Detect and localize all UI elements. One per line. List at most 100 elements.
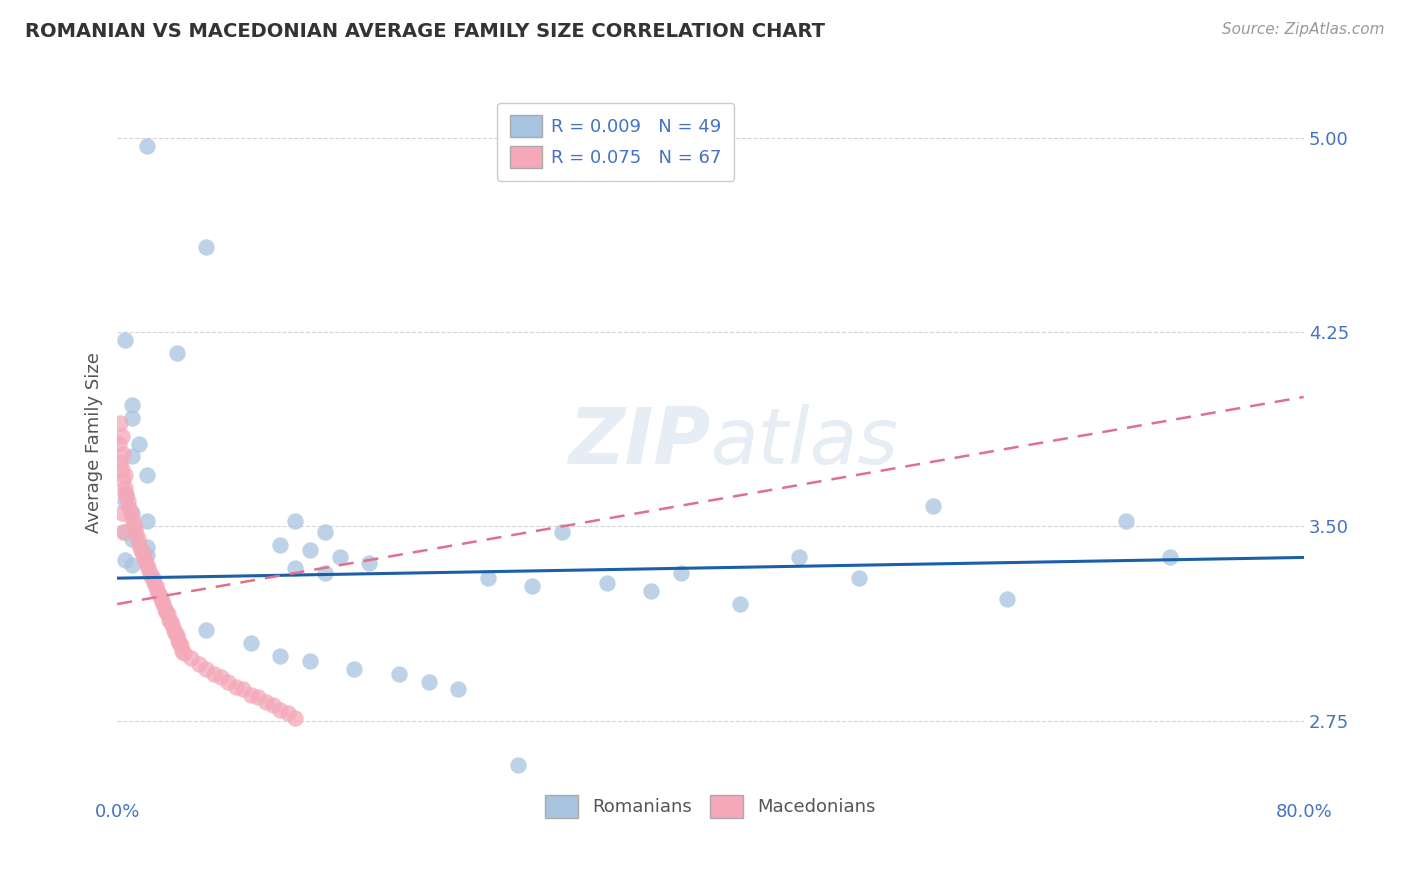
Point (314, 524, 336, 539)
Point (107, 436, 129, 450)
Point (173, 646, 195, 660)
Point (114, 467, 136, 482)
Point (247, 690, 270, 705)
Point (114, 481, 136, 495)
Point (506, 757, 529, 772)
Point (172, 643, 194, 657)
Point (329, 550, 352, 565)
Point (169, 636, 191, 650)
Point (551, 524, 574, 539)
Point (388, 667, 411, 681)
Point (121, 410, 143, 425)
Point (239, 636, 262, 650)
Point (135, 514, 157, 528)
Point (145, 579, 167, 593)
Text: atlas: atlas (710, 404, 898, 480)
Point (128, 537, 150, 551)
Point (117, 493, 139, 508)
Point (120, 507, 142, 521)
Point (277, 706, 299, 720)
Point (163, 625, 186, 640)
Point (447, 682, 470, 697)
Point (284, 561, 307, 575)
Point (284, 711, 307, 725)
Point (166, 628, 188, 642)
Point (135, 548, 157, 562)
Point (114, 333, 136, 347)
Point (640, 584, 662, 599)
Point (262, 698, 284, 712)
Point (135, 139, 157, 153)
Point (170, 639, 193, 653)
Point (202, 667, 225, 681)
Point (114, 524, 136, 539)
Point (217, 674, 239, 689)
Point (254, 695, 277, 709)
Point (141, 568, 163, 582)
Point (162, 623, 184, 637)
Point (129, 542, 152, 557)
Point (195, 662, 218, 676)
Legend: Romanians, Macedonians: Romanians, Macedonians (538, 789, 883, 825)
Point (922, 499, 945, 513)
Point (298, 654, 321, 668)
Point (115, 488, 138, 502)
Point (112, 473, 135, 487)
Point (314, 566, 336, 580)
Point (139, 566, 162, 580)
Point (121, 511, 143, 525)
Point (108, 416, 131, 430)
Point (269, 703, 291, 717)
Point (269, 537, 291, 551)
Point (195, 240, 218, 254)
Point (150, 594, 173, 608)
Point (1115, 514, 1137, 528)
Point (669, 566, 692, 580)
Point (159, 615, 181, 629)
Text: Source: ZipAtlas.com: Source: ZipAtlas.com (1222, 22, 1385, 37)
Y-axis label: Average Family Size: Average Family Size (86, 351, 103, 533)
Point (149, 589, 172, 603)
Point (153, 602, 176, 616)
Point (135, 558, 157, 573)
Point (298, 542, 321, 557)
Point (142, 571, 165, 585)
Point (156, 607, 179, 622)
Point (522, 579, 544, 593)
Point (284, 514, 307, 528)
Point (848, 571, 870, 585)
Point (135, 467, 157, 482)
Point (239, 688, 262, 702)
Point (167, 633, 190, 648)
Point (121, 398, 143, 412)
Point (111, 462, 134, 476)
Point (111, 507, 134, 521)
Point (209, 669, 232, 683)
Point (121, 450, 143, 464)
Point (121, 533, 143, 547)
Point (418, 674, 440, 689)
Point (127, 533, 149, 547)
Point (135, 540, 157, 554)
Point (134, 553, 156, 567)
Point (132, 550, 155, 565)
Text: ROMANIAN VS MACEDONIAN AVERAGE FAMILY SIZE CORRELATION CHART: ROMANIAN VS MACEDONIAN AVERAGE FAMILY SI… (25, 22, 825, 41)
Point (166, 346, 188, 360)
Point (143, 576, 166, 591)
Point (114, 493, 136, 508)
Point (995, 591, 1018, 606)
Point (225, 680, 247, 694)
Point (269, 648, 291, 663)
Point (789, 550, 811, 565)
Point (232, 682, 254, 697)
Point (728, 597, 751, 611)
Point (187, 657, 209, 671)
Point (155, 605, 177, 619)
Point (152, 597, 174, 611)
Point (160, 617, 183, 632)
Point (114, 553, 136, 567)
Point (131, 545, 153, 559)
Point (180, 651, 202, 665)
Point (157, 613, 180, 627)
Point (115, 488, 138, 502)
